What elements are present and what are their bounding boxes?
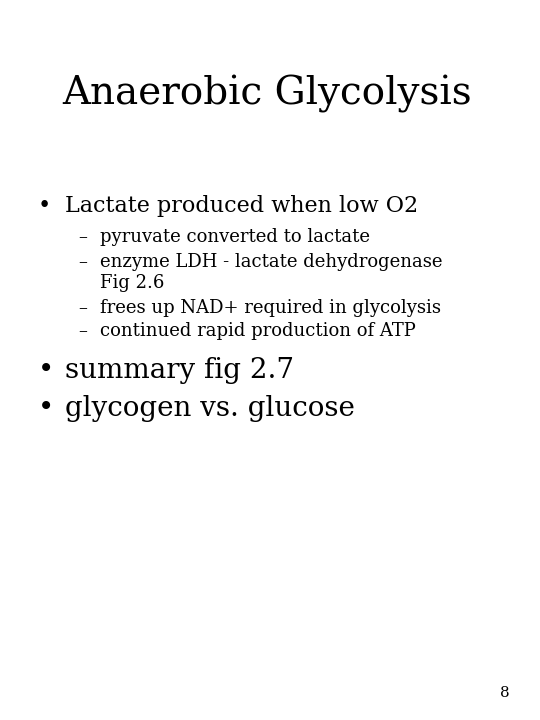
Text: glycogen vs. glucose: glycogen vs. glucose (65, 395, 355, 422)
Text: Fig 2.6: Fig 2.6 (100, 274, 164, 292)
Text: •: • (38, 195, 51, 217)
Text: –: – (78, 322, 87, 340)
Text: –: – (78, 299, 87, 317)
Text: •: • (38, 357, 54, 384)
Text: enzyme LDH - lactate dehydrogenase: enzyme LDH - lactate dehydrogenase (100, 253, 442, 271)
Text: continued rapid production of ATP: continued rapid production of ATP (100, 322, 416, 340)
Text: Lactate produced when low O2: Lactate produced when low O2 (65, 195, 418, 217)
Text: summary fig 2.7: summary fig 2.7 (65, 357, 294, 384)
Text: frees up NAD+ required in glycolysis: frees up NAD+ required in glycolysis (100, 299, 441, 317)
Text: –: – (78, 253, 87, 271)
Text: •: • (38, 395, 54, 422)
Text: –: – (78, 228, 87, 246)
Text: pyruvate converted to lactate: pyruvate converted to lactate (100, 228, 370, 246)
Text: 8: 8 (501, 686, 510, 700)
Text: Anaerobic Glycolysis: Anaerobic Glycolysis (62, 75, 471, 113)
